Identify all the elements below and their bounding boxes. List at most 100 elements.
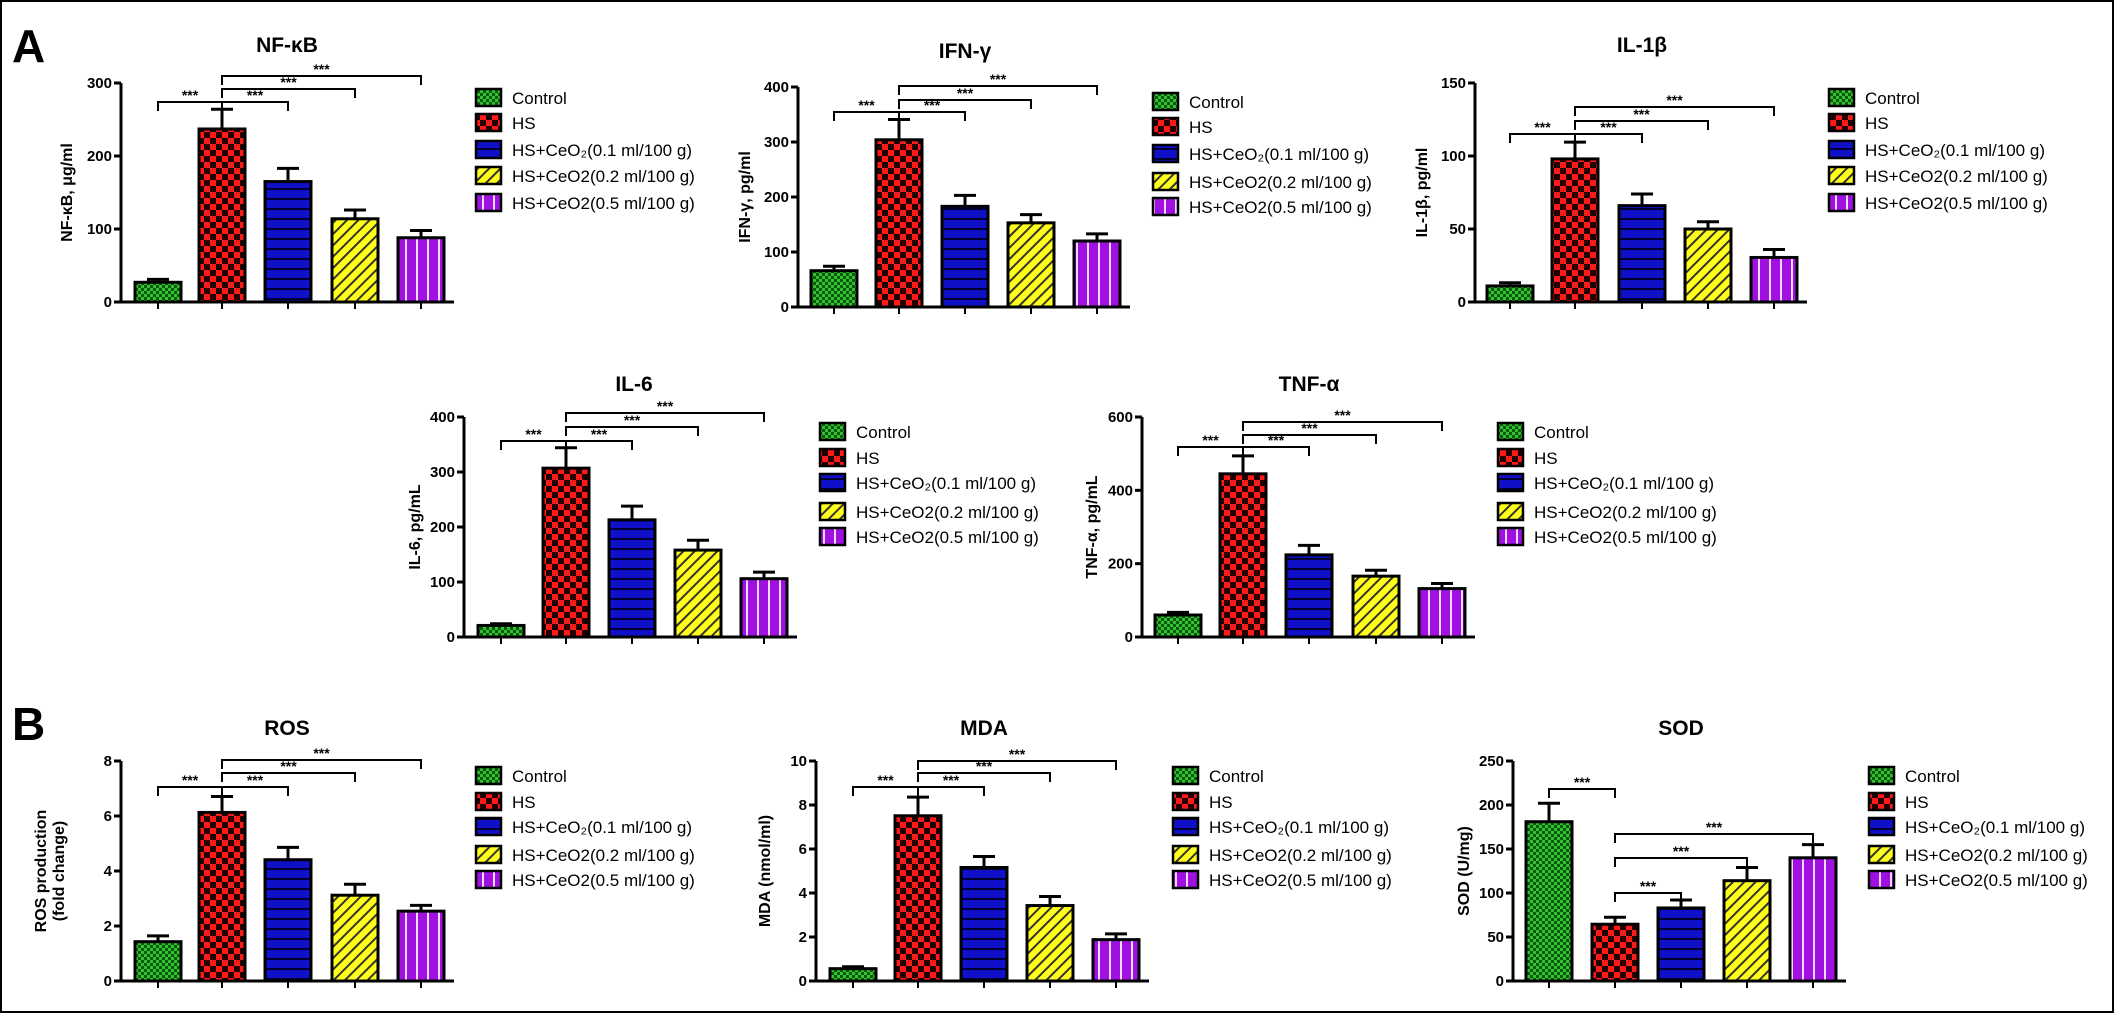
significance-label: ***: [1202, 432, 1219, 448]
bar-4: [1749, 255, 1799, 304]
bar-2: [1656, 906, 1706, 983]
y-tick-label: 4: [799, 885, 808, 902]
significance-label: ***: [1009, 746, 1026, 762]
legend-label: HS: [1209, 793, 1233, 812]
significance-bracket: [898, 99, 1032, 109]
bar-0: [1153, 613, 1203, 639]
bar-2: [263, 858, 313, 983]
bar-2: [263, 180, 313, 304]
significance-label: ***: [182, 87, 199, 103]
y-axis-label: SOD (U/mg): [1456, 826, 1473, 916]
legend-label: HS+CeO₂(0.1 ml/100 g): [1189, 145, 1369, 164]
legend-swatch-0: [818, 421, 847, 442]
legend-swatch-2: [1867, 816, 1896, 837]
chart-title: SOD: [1658, 717, 1704, 740]
chart-title: TNF-α: [1279, 373, 1340, 396]
significance-label: ***: [247, 772, 264, 788]
legend-swatch-1: [1827, 112, 1856, 133]
legend-swatch-1: [818, 447, 847, 468]
legend-label: HS: [512, 793, 536, 812]
y-tick-label: 300: [87, 75, 112, 92]
significance-bracket: [565, 412, 765, 422]
significance-bracket: [917, 786, 985, 796]
legend-label: HS: [1905, 793, 1929, 812]
legend-swatch-2: [1496, 472, 1525, 493]
bar-2: [940, 204, 990, 309]
legend-swatch-1: [474, 791, 503, 812]
legend-swatch-1: [474, 112, 503, 133]
significance-bracket: [221, 759, 422, 769]
bar-3: [673, 548, 723, 639]
significance-label: ***: [957, 85, 974, 101]
significance-label: ***: [1706, 819, 1723, 835]
chart-0: NF-κB NF-κB, μg/ml 0 100 200 300 *** *** *** *** C…: [59, 34, 695, 311]
legend-label: HS+CeO2(0.5 ml/100 g): [1865, 194, 2048, 213]
legend-swatch-3: [474, 165, 503, 186]
panel-label-a: A: [12, 20, 45, 72]
legend-label: HS+CeO2(0.5 ml/100 g): [1209, 871, 1392, 890]
bar-3: [330, 893, 380, 983]
legend-swatch-1: [1496, 447, 1525, 468]
bar-1: [1218, 472, 1268, 639]
significance-label: ***: [877, 772, 894, 788]
legend-label: HS: [1534, 449, 1558, 468]
significance-bracket: [1574, 133, 1643, 143]
legend-swatch-0: [1827, 87, 1856, 108]
significance-bracket: [1242, 434, 1377, 444]
significance-label: ***: [943, 772, 960, 788]
significance-bracket: [221, 101, 289, 111]
significance-bracket: [221, 786, 289, 796]
legend-swatch-2: [818, 472, 847, 493]
significance-bracket: [917, 760, 1117, 770]
legend-label: HS+CeO2(0.5 ml/100 g): [856, 528, 1039, 547]
y-tick-label: 2: [104, 918, 112, 935]
y-tick-label: 8: [799, 797, 807, 814]
y-tick-label: 2: [799, 929, 807, 946]
legend-swatch-1: [1867, 791, 1896, 812]
y-tick-label: 0: [104, 973, 112, 990]
y-axis-label: TNF-α, pg/mL: [1084, 475, 1101, 578]
bar-4: [1072, 239, 1122, 309]
y-tick-label: 0: [1496, 973, 1504, 990]
y-tick-label: 8: [104, 753, 112, 770]
bar-3: [1722, 879, 1772, 983]
legend-swatch-3: [1151, 171, 1180, 192]
significance-bracket: [898, 85, 1098, 95]
significance-bracket: [1574, 120, 1709, 130]
y-tick-label: 100: [430, 574, 455, 591]
y-tick-label: 100: [1479, 885, 1504, 902]
legend-swatch-3: [1827, 165, 1856, 186]
significance-label: ***: [280, 758, 297, 774]
y-tick-label: 0: [781, 299, 789, 316]
bar-4: [739, 577, 789, 639]
significance-label: ***: [657, 398, 674, 414]
legend-label: HS+CeO2(0.5 ml/100 g): [512, 194, 695, 213]
chart-title: ROS: [264, 717, 310, 740]
legend-label: HS+CeO2(0.5 ml/100 g): [1534, 528, 1717, 547]
y-tick-label: 150: [1479, 841, 1504, 858]
y-tick-label: 50: [1449, 221, 1466, 238]
bar-4: [1788, 856, 1838, 983]
significance-bracket: [1548, 788, 1616, 798]
bar-2: [959, 865, 1009, 983]
bar-1: [1590, 922, 1640, 983]
legend-swatch-1: [1151, 116, 1180, 137]
bar-3: [330, 217, 380, 304]
bar-1: [197, 127, 247, 304]
legend-swatch-3: [1867, 844, 1896, 865]
y-tick-label: 250: [1479, 753, 1504, 770]
legend-label: Control: [1905, 767, 1960, 786]
bar-1: [1550, 157, 1600, 304]
legend-label: HS+CeO2(0.5 ml/100 g): [1905, 871, 2088, 890]
legend-swatch-4: [1171, 869, 1200, 890]
significance-bracket: [221, 772, 356, 782]
chart-title: IFN-γ: [939, 40, 992, 63]
bar-1: [197, 810, 247, 983]
y-tick-label: 0: [104, 294, 112, 311]
legend-label: HS+CeO2(0.2 ml/100 g): [1905, 846, 2088, 865]
bar-0: [133, 280, 183, 304]
y-tick-label: 0: [447, 629, 455, 646]
